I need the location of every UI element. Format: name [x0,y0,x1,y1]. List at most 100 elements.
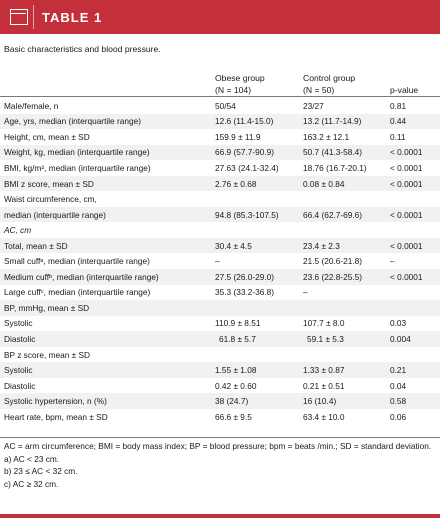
p-value: 0.58 [390,396,407,407]
footnote-a: a) AC < 23 cm. [4,453,60,464]
control-value: 23.6 (22.8-25.5) [303,271,363,282]
column-header-pvalue: p-value [390,85,419,95]
control-value: 21.5 (20.6-21.8) [303,256,363,267]
row-label: BMI z score, mean ± SD [4,178,94,189]
obese-value: 30.4 ± 4.5 [215,240,252,251]
bottom-accent-bar [0,514,440,518]
row-label: Diastolic [4,333,36,344]
table-top-rule [0,96,440,97]
table-row: AC, cm [0,222,440,238]
p-value: < 0.0001 [390,209,423,220]
obese-value: 2.76 ± 0.68 [215,178,257,189]
row-label: Diastolic [4,380,36,391]
column-header-control-name: Control group [303,73,356,83]
obese-value: 110.9 ± 8.51 [215,318,261,329]
footnote-c: c) AC ≥ 32 cm. [4,478,59,489]
table-row: Weight, kg, median (interquartile range)… [0,144,440,161]
table-row: Small cuffᵃ, median (interquartile range… [0,253,440,269]
table-row: Large cuffᶜ, median (interquartile range… [0,285,440,301]
table-bottom-rule [0,437,440,438]
table-row: BP, mmHg, mean ± SD [0,300,440,316]
p-value: 0.81 [390,100,407,111]
control-value: 107.7 ± 8.0 [303,318,345,329]
obese-value: 61.8 ± 5.7 [219,333,256,344]
table-row: Systolic hypertension, n (%) 38 (24.7) 16 … [0,393,440,409]
row-label: Age, yrs, median (interquartile range) [4,116,141,127]
p-value: < 0.0001 [390,271,423,282]
row-label: Male/female, n [4,100,59,111]
p-value: < 0.0001 [390,178,423,189]
table-row: BMI, kg/m², median (interquartile range)… [0,160,440,176]
control-value: 23/27 [303,100,324,111]
obese-value: 1.55 ± 1.08 [215,365,257,376]
row-label: Heart rate, bpm, mean ± SD [4,411,108,422]
table-row: Systolic 1.55 ± 1.08 1.33 ± 0.87 0.21 [0,362,440,378]
row-label: Small cuffᵃ, median (interquartile range… [4,256,150,267]
table-row: BMI z score, mean ± SD 2.76 ± 0.68 0.08 ± … [0,175,440,192]
control-value: 50.7 (41.3-58.4) [303,147,363,158]
column-header-obese-n: (N = 104) [215,85,252,95]
row-label: BMI, kg/m², median (interquartile range) [4,162,151,173]
row-label: Systolic hypertension, n (%) [4,396,107,407]
row-label: Total, mean ± SD [4,240,68,251]
row-label: Waist circumference, cm, [4,194,97,205]
row-label: Medium cuffᵇ, median (interquartile rang… [4,271,159,282]
table-row: Systolic 110.9 ± 8.51 107.7 ± 8.0 0.03 [0,316,440,332]
table-icon [6,5,34,29]
row-label: AC, cm [4,225,32,236]
row-label: Weight, kg, median (interquartile range) [4,147,150,158]
obese-value: 27.5 (26.0-29.0) [215,271,275,282]
obese-value: 12.6 (11.4-15.0) [215,116,274,127]
table-body: Male/female, n 50/54 23/27 0.81 Age, yrs, me… [0,98,440,424]
p-value: 0.06 [390,411,407,422]
obese-value: – [215,256,220,267]
table-header-bar: TABLE 1 [0,0,440,34]
obese-value: 38 (24.7) [215,396,249,407]
table-row: Waist circumference, cm, [0,191,440,207]
table-row: Male/female, n 50/54 23/27 0.81 [0,98,440,114]
control-value: 59.1 ± 5.3 [307,333,344,344]
control-value: 16 (10.4) [303,396,337,407]
obese-value: 35.3 (33.2-36.8) [215,287,275,298]
control-value: 18.76 (16.7-20.1) [303,162,367,173]
control-value: 66.4 (62.7-69.6) [303,209,363,220]
column-header-control: Control group (N = 50) [303,72,355,96]
table-row: BP z score, mean ± SD [0,347,440,363]
p-value: 0.44 [390,116,407,127]
table-caption: Basic characteristics and blood pressure… [4,44,161,54]
row-label: Systolic [4,365,33,376]
row-label: Height, cm, mean ± SD [4,131,90,142]
table-row: Height, cm, mean ± SD 159.9 ± 11.9 163.2 ±… [0,129,440,145]
control-value: – [303,287,308,298]
table-row: Diastolic 0.42 ± 0.60 0.21 ± 0.51 0.04 [0,378,440,394]
control-value: 23.4 ± 2.3 [303,240,340,251]
table-row: Total, mean ± SD 30.4 ± 4.5 23.4 ± 2.3 < 0.… [0,237,440,254]
obese-value: 159.9 ± 11.9 [215,131,261,142]
row-label: BP, mmHg, mean ± SD [4,302,90,313]
control-value: 63.4 ± 10.0 [303,411,345,422]
table-row: Medium cuffᵇ, median (interquartile rang… [0,269,440,285]
p-value: < 0.0001 [390,240,423,251]
p-value: 0.04 [390,380,407,391]
control-value: 0.21 ± 0.51 [303,380,345,391]
obese-value: 66.6 ± 9.5 [215,411,252,422]
control-value: 163.2 ± 12.1 [303,131,350,142]
obese-value: 27.63 (24.1-32.4) [215,162,279,173]
column-header-control-n: (N = 50) [303,85,335,95]
row-label: Large cuffᶜ, median (interquartile range… [4,287,151,298]
p-value: – [390,256,395,267]
p-value: < 0.0001 [390,162,423,173]
control-value: 0.08 ± 0.84 [303,178,345,189]
row-label: Systolic [4,318,33,329]
row-label: median (interquartile range) [4,209,106,220]
p-value: 0.03 [390,318,407,329]
p-value: 0.004 [390,333,411,344]
p-value: < 0.0001 [390,147,423,158]
table-title: TABLE 1 [42,9,103,25]
control-value: 13.2 (11.7-14.9) [303,116,362,127]
table-row: Age, yrs, median (interquartile range) 12… [0,113,440,130]
obese-value: 0.42 ± 0.60 [215,380,257,391]
obese-value: 66.9 (57.7-90.9) [215,147,275,158]
control-value: 1.33 ± 0.87 [303,365,345,376]
table-row: median (interquartile range) 94.8 (85.3-1… [0,206,440,223]
